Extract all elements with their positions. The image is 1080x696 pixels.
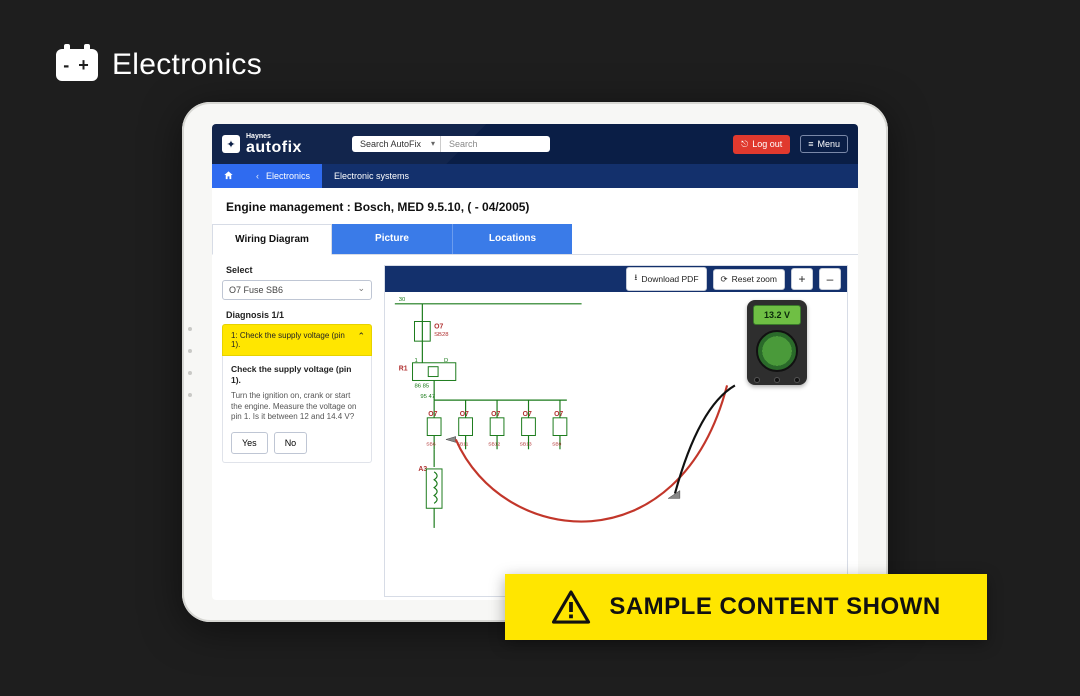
section-heading: - + Electronics <box>56 48 262 82</box>
tab-locations[interactable]: Locations <box>452 224 572 254</box>
svg-text:R1: R1 <box>399 366 408 373</box>
warning-icon <box>551 589 591 625</box>
multimeter-dial <box>756 330 798 372</box>
sample-content-banner: SAMPLE CONTENT SHOWN <box>505 574 987 640</box>
search-scope-select[interactable]: Search AutoFix <box>352 136 440 152</box>
svg-text:SB12: SB12 <box>488 441 500 447</box>
diagnosis-step-body: Check the supply voltage (pin 1). Turn t… <box>222 356 372 463</box>
multimeter-ports <box>747 377 807 383</box>
multimeter-reading: 13.2 V <box>753 305 801 325</box>
svg-text:SB6: SB6 <box>426 441 436 447</box>
main-area: Select O7 Fuse SB6 Diagnosis 1/1 1: Chec… <box>212 255 858 597</box>
reset-zoom-button[interactable]: ⟳ Reset zoom <box>713 269 785 290</box>
tab-picture[interactable]: Picture <box>332 224 452 254</box>
section-title: Electronics <box>112 48 262 82</box>
svg-text:O7: O7 <box>523 411 532 418</box>
svg-text:SB9: SB9 <box>552 441 562 447</box>
zoom-out-button[interactable]: – <box>819 268 841 290</box>
tablet-side-dots <box>188 327 192 397</box>
breadcrumb-home[interactable] <box>212 164 244 188</box>
banner-text: SAMPLE CONTENT SHOWN <box>609 593 940 621</box>
svg-text:95 47: 95 47 <box>420 394 435 400</box>
tablet-frame: ✦ Haynes autofix Search AutoFix Search ⎋… <box>182 102 888 622</box>
svg-text:86 85: 86 85 <box>414 383 429 389</box>
svg-text:SB28: SB28 <box>434 332 449 338</box>
brand[interactable]: ✦ Haynes autofix <box>222 133 302 156</box>
battery-icon: - + <box>56 49 98 81</box>
logout-button[interactable]: ⎋ Log out <box>733 135 790 154</box>
breadcrumb: ‹ Electronics Electronic systems <box>212 164 858 188</box>
svg-text:O7: O7 <box>460 411 469 418</box>
diagnosis-sidebar: Select O7 Fuse SB6 Diagnosis 1/1 1: Chec… <box>222 265 372 597</box>
fuse-row: O7 SB6 O7 SB11 <box>426 400 567 449</box>
multimeter: 13.2 V <box>747 300 807 385</box>
svg-text:D: D <box>444 358 448 364</box>
logout-icon: ⎋ <box>741 139 748 150</box>
search-input[interactable]: Search <box>440 136 550 152</box>
svg-text:O7: O7 <box>428 411 437 418</box>
zoom-in-button[interactable]: + <box>791 268 813 290</box>
svg-text:O7: O7 <box>491 411 500 418</box>
svg-text:SB13: SB13 <box>520 441 532 447</box>
diagnosis-step-header[interactable]: 1: Check the supply voltage (pin 1). <box>222 324 372 356</box>
diagram-panel: ⭳ Download PDF ⟳ Reset zoom + – 30 <box>384 265 848 597</box>
select-label: Select <box>226 265 372 275</box>
svg-text:1: 1 <box>414 358 417 364</box>
home-icon <box>223 170 234 183</box>
content-tabs: Wiring Diagram Picture Locations <box>212 224 858 255</box>
download-icon: ⭳ <box>634 272 637 286</box>
hamburger-icon: ≡ <box>808 139 813 149</box>
component-select[interactable]: O7 Fuse SB6 <box>222 280 372 300</box>
breadcrumb-electronics[interactable]: ‹ Electronics <box>244 164 322 188</box>
page-title: Engine management : Bosch, MED 9.5.10, (… <box>212 188 858 224</box>
brand-text: Haynes autofix <box>246 133 302 156</box>
answer-no-button[interactable]: No <box>274 432 308 454</box>
diagnosis-counter: Diagnosis 1/1 <box>226 310 372 320</box>
diagnosis-step-title: Check the supply voltage (pin 1). <box>231 364 363 385</box>
reset-icon: ⟳ <box>721 274 728 285</box>
diagram-toolbar: ⭳ Download PDF ⟳ Reset zoom + – <box>385 266 847 292</box>
answer-yes-button[interactable]: Yes <box>231 432 268 454</box>
download-pdf-button[interactable]: ⭳ Download PDF <box>626 267 706 291</box>
breadcrumb-electronic-systems[interactable]: Electronic systems <box>322 164 421 188</box>
tablet-screen: ✦ Haynes autofix Search AutoFix Search ⎋… <box>212 124 858 600</box>
search: Search AutoFix Search <box>352 136 550 152</box>
svg-text:O7: O7 <box>434 323 443 330</box>
tab-wiring-diagram[interactable]: Wiring Diagram <box>212 224 332 255</box>
brand-logo-icon: ✦ <box>222 135 240 153</box>
app-header: ✦ Haynes autofix Search AutoFix Search ⎋… <box>212 124 858 164</box>
diagnosis-step-desc: Turn the ignition on, crank or start the… <box>231 391 363 422</box>
svg-text:O7: O7 <box>554 411 563 418</box>
diagram-canvas[interactable]: 30 O7 SB28 R1 1 D <box>385 292 847 596</box>
svg-text:30: 30 <box>399 297 406 303</box>
chevron-left-icon: ‹ <box>256 171 259 181</box>
menu-button[interactable]: ≡ Menu <box>800 135 848 153</box>
